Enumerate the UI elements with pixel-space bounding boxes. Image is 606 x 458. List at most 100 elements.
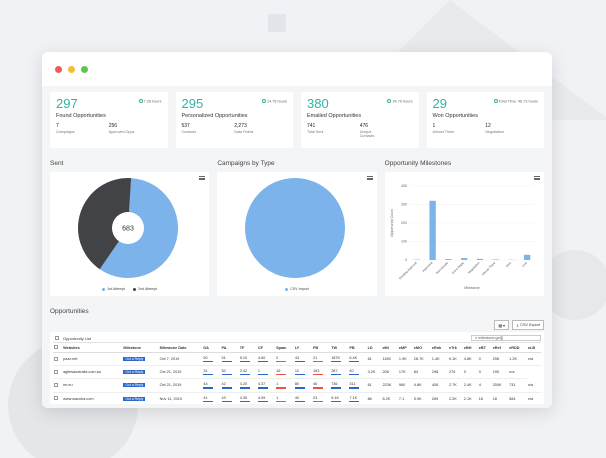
- stat-sub-item: 537 Contacts: [181, 123, 197, 134]
- search-input[interactable]: ⌕ milestone:got[]: [471, 335, 541, 341]
- milestone-bar[interactable]: [444, 259, 452, 260]
- column-header[interactable]: LD: [366, 343, 382, 353]
- column-header[interactable]: PB: [348, 343, 367, 353]
- table-cell: 16: [477, 392, 492, 404]
- column-header[interactable]: Milestone Date: [158, 343, 203, 353]
- row-checkbox[interactable]: [54, 356, 58, 361]
- cell-value: 408: [431, 383, 439, 388]
- milestone-bar[interactable]: [492, 259, 499, 260]
- select-all-checkbox[interactable]: [55, 336, 59, 340]
- column-header[interactable]: CF: [256, 343, 276, 353]
- stat-card: 29 Won Opportunities Total Time: 46.73 hou…: [426, 92, 544, 148]
- legend-item-csv-import[interactable]: CSV Import: [285, 287, 309, 291]
- metric-bar: [276, 400, 287, 402]
- table-cell: 408: [430, 378, 449, 393]
- metric-bar: [294, 361, 305, 363]
- chart-menu-icon[interactable]: [533, 176, 540, 180]
- milestones-chart: Opportunity Milestones 0 100 200 300 400 Oppo…: [384, 160, 544, 296]
- table-row[interactable]: agilesaustralia.com.au Got a Reply Oct 21,…: [53, 365, 541, 380]
- column-header[interactable]: TW: [330, 343, 349, 353]
- cell-value: n/a: [527, 383, 534, 388]
- x-tick-label: Sent Emails: [435, 261, 450, 276]
- table-cell: 1: [256, 365, 276, 380]
- cell-value: 6.4K: [349, 356, 358, 360]
- column-header[interactable]: eRnk: [430, 343, 449, 353]
- cell-value: 80: [294, 382, 300, 387]
- pie-slice[interactable]: [78, 178, 132, 270]
- row-checkbox-cell[interactable]: [53, 392, 63, 404]
- column-header[interactable]: eLB: [526, 343, 541, 353]
- cell-value: 9.10: [239, 356, 248, 360]
- cell-value: 23: [313, 395, 318, 400]
- column-header[interactable]: DA: [202, 343, 221, 353]
- cell-value: 17K: [398, 370, 406, 375]
- sent-chart: Sent 683 1st Attempt 2nd Attempt: [50, 160, 210, 296]
- column-header[interactable]: Spam: [275, 343, 294, 353]
- maximize-window-button[interactable]: [81, 65, 88, 73]
- column-header[interactable]: eBH: [462, 343, 478, 353]
- cell-value: 4.60: [257, 356, 266, 360]
- table-cell: 9.1K: [330, 392, 349, 404]
- column-header[interactable]: eRef: [491, 343, 509, 353]
- csv-export-button[interactable]: ⇩ CSV Export: [511, 320, 544, 330]
- stat-sub-item: 2,273 Data Points: [234, 123, 254, 134]
- chart-menu-icon[interactable]: [366, 176, 373, 180]
- column-header[interactable]: LY: [293, 343, 312, 353]
- column-header[interactable]: Milestone: [122, 343, 159, 353]
- row-checkbox[interactable]: [54, 382, 58, 387]
- row-checkbox-cell[interactable]: [53, 352, 63, 367]
- opportunities-title: Opportunities: [50, 308, 89, 315]
- stat-sub-item: 7 Campaigns: [56, 123, 75, 134]
- legend-item-2nd-attempt[interactable]: 2nd Attempt: [133, 287, 157, 291]
- chart-menu-icon[interactable]: [199, 176, 206, 180]
- column-header[interactable]: eMi: [381, 343, 398, 353]
- table-cell: 2.2K: [448, 392, 463, 404]
- clock-icon: [261, 99, 266, 103]
- opportunities-table-wrap: Opportunity List ⌕ milestone:got[] Websi…: [50, 332, 544, 404]
- cell-value: 269: [431, 396, 439, 401]
- y-tick-label: 0: [405, 258, 407, 262]
- header-checkbox-cell[interactable]: [53, 343, 63, 353]
- row-checkbox-cell[interactable]: [53, 365, 63, 380]
- legend-item-1st-attempt[interactable]: 1st Attempt: [102, 287, 125, 291]
- row-checkbox[interactable]: [54, 396, 58, 401]
- table-cell: 2.4K: [462, 378, 478, 393]
- milestone-bar[interactable]: [476, 258, 483, 260]
- metric-bar: [257, 400, 268, 402]
- row-checkbox-cell[interactable]: [53, 378, 63, 393]
- x-tick-label: Approved: [421, 261, 433, 273]
- table-cell: 8.2K: [381, 392, 398, 404]
- column-header[interactable]: eMP: [397, 343, 413, 353]
- cell-value: 298: [431, 370, 439, 375]
- row-checkbox[interactable]: [54, 369, 58, 374]
- table-cell: 1.2K: [508, 352, 527, 367]
- table-row[interactable]: pazz.net Got a Reply Oct 7, 2019 50 51 9.10 4.…: [53, 352, 541, 367]
- columns-dropdown-button[interactable]: ▦ ▾: [494, 320, 509, 330]
- table-row[interactable]: www.wazoha.com Got a Reply Nov 11, 2019 41 4…: [53, 392, 541, 404]
- sent-chart-panel: 683 1st Attempt 2nd Attempt: [50, 172, 210, 296]
- cell-value: Oct 21, 2019: [159, 383, 182, 388]
- table-cell: 61: [366, 378, 382, 393]
- close-window-button[interactable]: [55, 65, 62, 73]
- metric-bar: [313, 387, 323, 389]
- cell-value: 1: [276, 382, 279, 387]
- minimize-window-button[interactable]: [68, 65, 75, 73]
- cell-value: 736: [331, 382, 338, 387]
- clock-icon: [138, 99, 143, 103]
- table-row[interactable]: mr.eu Got a Reply Oct 21, 2019 44 42 4.20 4.37…: [53, 378, 541, 393]
- metric-bar: [203, 387, 214, 389]
- column-header[interactable]: eRDD: [508, 343, 527, 353]
- milestone-bar[interactable]: [429, 200, 436, 260]
- column-header[interactable]: eBT: [477, 343, 492, 353]
- column-header[interactable]: PA: [220, 343, 239, 353]
- column-header[interactable]: eMO: [412, 343, 431, 353]
- pie-slice[interactable]: [245, 178, 346, 278]
- table-cell: mr.eu: [62, 378, 123, 393]
- column-header[interactable]: eTrk: [448, 343, 463, 353]
- milestone-bar[interactable]: [523, 254, 530, 260]
- column-header[interactable]: TF: [238, 343, 257, 353]
- column-header[interactable]: FB: [312, 343, 331, 353]
- header-checkbox[interactable]: [54, 345, 58, 349]
- column-header[interactable]: Websites: [62, 343, 123, 353]
- milestone-bar[interactable]: [460, 258, 467, 260]
